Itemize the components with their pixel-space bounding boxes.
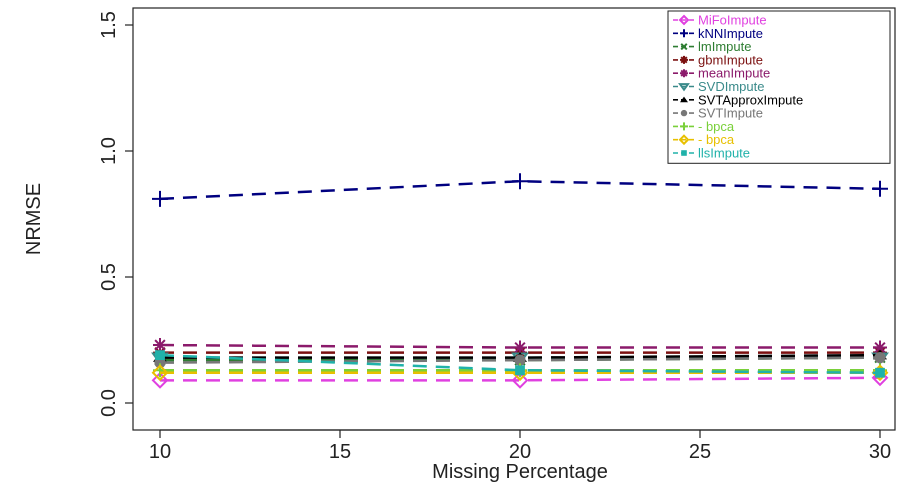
legend-label: SVDImpute (698, 79, 764, 94)
marker-cross (680, 43, 688, 51)
marker-asterisk (153, 338, 167, 353)
series-line (160, 376, 881, 382)
legend-label: llsImpute (698, 146, 750, 161)
x-axis-label: Missing Percentage (432, 461, 608, 483)
legend-label: meanImpute (698, 66, 770, 81)
series-line (160, 353, 881, 359)
legend-entry: SVTApproxImpute (673, 92, 803, 107)
y-tick-label: 1.0 (98, 137, 120, 165)
legend-label: - bpca (698, 119, 735, 134)
marker-diamond (678, 14, 690, 26)
legend-entry: SVTImpute (673, 106, 763, 121)
marker-asterisk (680, 55, 688, 64)
marker-plus (680, 122, 688, 131)
legend-label: gbmImpute (698, 52, 763, 67)
marker-square (681, 150, 687, 156)
marker-circle (680, 109, 688, 117)
axes: 10 15 20 25 30 0.0 0.5 1.0 1.5 (98, 11, 891, 463)
legend-label: kNNImpute (698, 26, 763, 41)
legend-label: SVTImpute (698, 106, 763, 121)
legend-entry: SVDImpute (673, 79, 764, 94)
x-tick-label: 10 (149, 441, 171, 463)
marker-plus (152, 190, 168, 207)
marker-triangle-down (678, 83, 690, 92)
legend-entry: meanImpute (673, 66, 770, 81)
marker-square (875, 367, 885, 378)
x-tick-label: 30 (869, 441, 891, 463)
legend-entry: - bpca (673, 119, 735, 134)
marker-diamond (678, 134, 690, 146)
marker-circle (874, 352, 886, 364)
series-line (159, 353, 881, 375)
marker-asterisk (680, 69, 688, 78)
y-tick-label: 0.0 (98, 389, 120, 417)
legend-entry: - bpca (673, 132, 735, 147)
marker-triangle-up (680, 96, 688, 103)
marker-plus (680, 29, 688, 38)
marker-asterisk (513, 340, 527, 355)
y-tick-label: 1.5 (98, 11, 120, 39)
legend-entry: kNNImpute (673, 26, 763, 41)
legend-label: lmImpute (698, 39, 751, 54)
legend-entry: llsImpute (673, 146, 750, 161)
marker-diamond (511, 371, 529, 389)
series-line (159, 179, 881, 201)
series-layer (151, 173, 889, 389)
legend-entry: lmImpute (673, 39, 751, 54)
legend-entry: gbmImpute (673, 52, 763, 67)
x-tick-label: 25 (689, 441, 711, 463)
legend-label: MiFoImpute (698, 13, 767, 28)
series-4 (153, 338, 887, 355)
marker-circle (514, 354, 526, 366)
legend-entry: MiFoImpute (673, 13, 767, 28)
series-line (159, 356, 881, 364)
series-10 (155, 350, 885, 378)
marker-plus (512, 173, 528, 190)
y-tick-label: 0.5 (98, 263, 120, 291)
series-line (159, 343, 880, 349)
marker-square (155, 350, 165, 361)
legend: MiFoImputekNNImputelmImputegbmImputemean… (667, 10, 891, 164)
marker-plus (872, 180, 888, 197)
x-tick-label: 15 (329, 441, 351, 463)
marker-diamond (151, 364, 169, 382)
legend-box (667, 10, 891, 164)
series-1 (152, 173, 888, 207)
legend-label: SVTApproxImpute (698, 92, 803, 107)
y-axis-label: NRMSE (23, 183, 45, 255)
marker-diamond (151, 371, 169, 389)
marker-square (515, 365, 525, 376)
legend-label: - bpca (698, 132, 735, 147)
x-tick-label: 20 (509, 441, 531, 463)
marker-asterisk (873, 340, 887, 355)
